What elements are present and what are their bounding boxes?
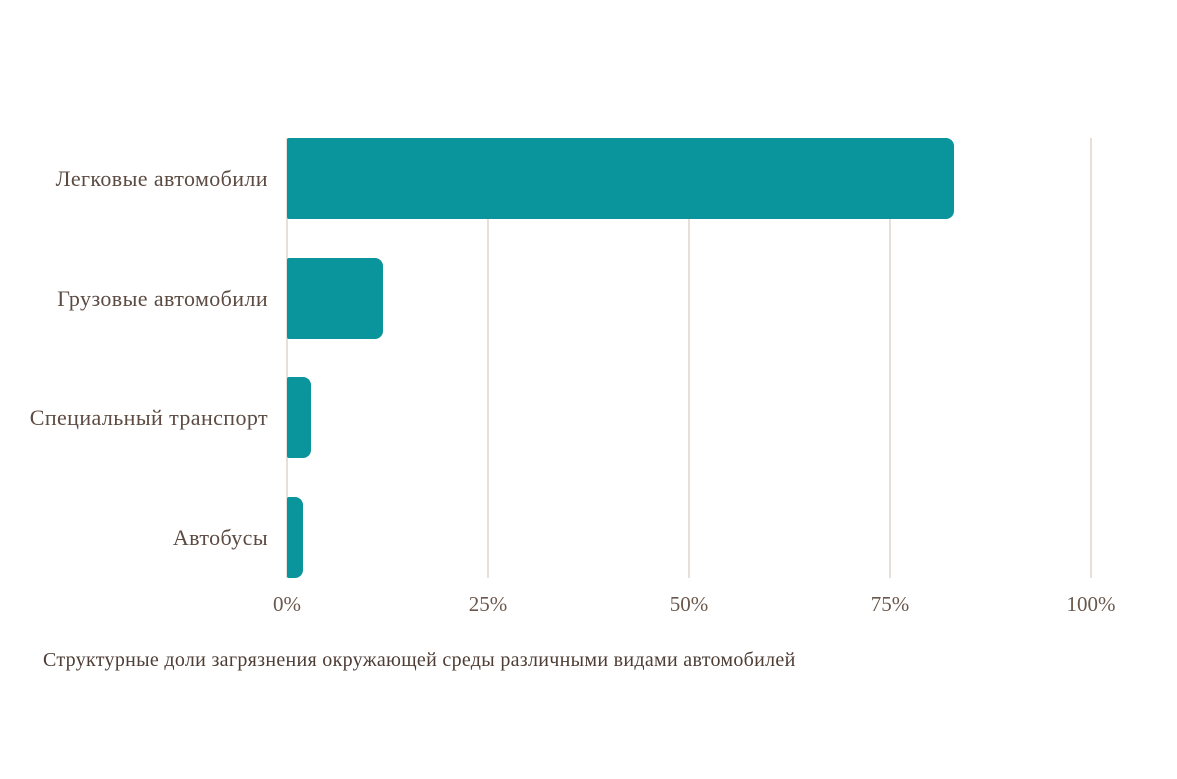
gridline-0 bbox=[286, 138, 288, 578]
bar-passenger-cars[interactable] bbox=[287, 138, 955, 219]
category-label-trucks: Грузовые автомобили bbox=[57, 285, 268, 311]
category-label-buses: Автобусы bbox=[172, 524, 268, 550]
x-tick-25: 25% bbox=[468, 592, 508, 616]
gridline-75 bbox=[889, 138, 891, 578]
bar-buses[interactable] bbox=[287, 497, 304, 578]
gridline-50 bbox=[688, 138, 690, 578]
x-tick-0: 0% bbox=[273, 592, 301, 616]
x-tick-100: 100% bbox=[1066, 592, 1116, 616]
x-tick-75: 75% bbox=[870, 592, 910, 616]
category-label-passenger-cars: Легковые автомобили bbox=[55, 165, 268, 191]
bar-row bbox=[287, 497, 1091, 578]
bar-row bbox=[287, 377, 1091, 458]
x-axis: 0% 25% 50% 75% 100% bbox=[273, 592, 1116, 624]
gridline-100 bbox=[1090, 138, 1092, 578]
x-tick-50: 50% bbox=[669, 592, 709, 616]
bar-special-transport[interactable] bbox=[287, 377, 312, 458]
plot-area bbox=[286, 138, 1092, 578]
gridline-25 bbox=[487, 138, 489, 578]
bar-trucks[interactable] bbox=[287, 258, 384, 339]
bar-row bbox=[287, 138, 1091, 219]
bar-row bbox=[287, 258, 1091, 339]
chart-caption: Структурные доли загрязнения окружающей … bbox=[43, 649, 796, 671]
category-label-special-transport: Специальный транспорт bbox=[29, 404, 268, 430]
